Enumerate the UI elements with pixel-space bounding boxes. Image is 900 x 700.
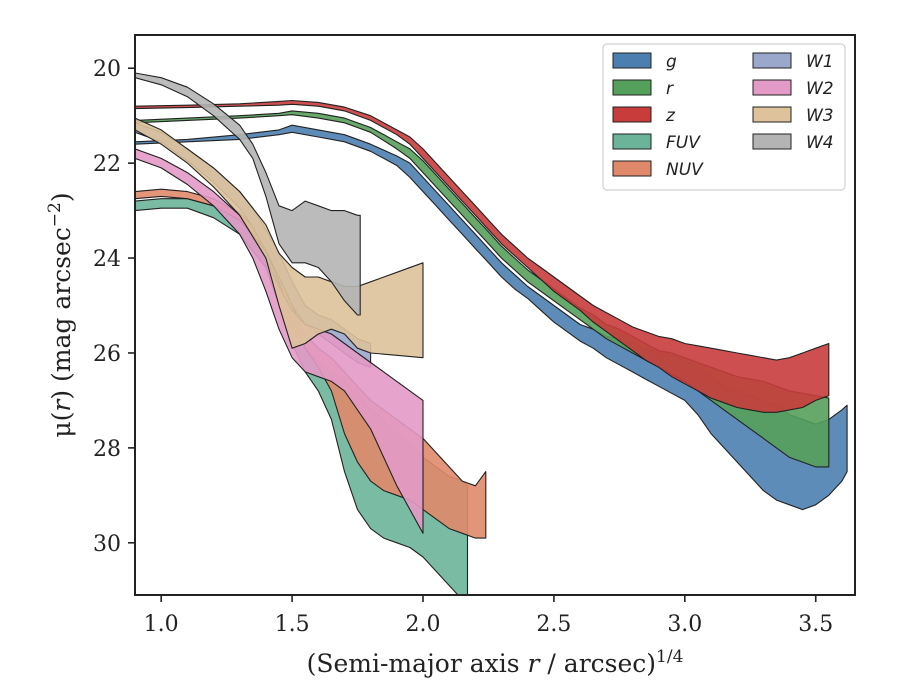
legend-swatch	[612, 79, 652, 96]
band-w4	[135, 72, 361, 316]
legend-label: r	[666, 79, 674, 99]
legend-item-w3: W3	[752, 106, 834, 126]
legend-label: W1	[806, 52, 834, 72]
band-z	[135, 99, 830, 413]
legend-swatch	[752, 133, 792, 150]
legend-label: FUV	[666, 133, 701, 153]
legend-label: z	[665, 106, 676, 126]
x-tick-label: 3.0	[667, 612, 702, 637]
legend-swatch	[752, 79, 792, 96]
band-g	[135, 124, 848, 511]
legend-item-fuv: FUV	[612, 133, 701, 153]
y-tick-label: 24	[93, 247, 121, 272]
legend-swatch	[612, 160, 652, 177]
y-axis: 20 22 24 26 28 30	[93, 57, 135, 557]
legend-swatch	[752, 52, 792, 69]
profile-bands	[135, 72, 848, 595]
x-axis-label: (Semi-major axis r / arcsec)1/4	[307, 647, 684, 678]
band-r	[135, 110, 830, 468]
y-axis-label: μ(r) (mag arcsec−2)	[45, 192, 76, 437]
legend: grz FUV NUV W1 W2 W3 W4	[602, 43, 846, 191]
legend-item-nuv: NUV	[612, 160, 704, 180]
y-tick-label: 30	[93, 532, 121, 557]
x-tick-label: 1.0	[144, 612, 179, 637]
y-tick-label: 26	[93, 342, 121, 367]
legend-swatch	[612, 133, 652, 150]
legend-label: W4	[806, 133, 834, 153]
legend-item-w2: W2	[752, 79, 834, 99]
y-tick-label: 22	[93, 152, 121, 177]
legend-item-r: r	[612, 79, 674, 99]
x-tick-label: 1.5	[275, 612, 310, 637]
legend-swatch	[612, 106, 652, 123]
x-axis: 1.0 1.5 2.0 2.5 3.0 3.5	[144, 595, 833, 637]
y-tick-label: 20	[93, 57, 121, 82]
plot-frame	[134, 34, 856, 596]
x-tick-label: 3.5	[798, 612, 833, 637]
x-tick-label: 2.5	[536, 612, 571, 637]
legend-swatch	[752, 106, 792, 123]
legend-item-w4: W4	[752, 133, 834, 153]
legend-label: g	[666, 52, 677, 72]
legend-swatch	[612, 52, 652, 69]
legend-label: NUV	[666, 160, 704, 180]
legend-item-z: z	[612, 106, 676, 126]
legend-label: W2	[806, 79, 834, 99]
y-tick-label: 28	[93, 437, 121, 462]
x-tick-label: 2.0	[406, 612, 441, 637]
legend-item-w1: W1	[752, 52, 834, 72]
legend-item-g: g	[612, 52, 677, 72]
legend-label: W3	[806, 106, 834, 126]
